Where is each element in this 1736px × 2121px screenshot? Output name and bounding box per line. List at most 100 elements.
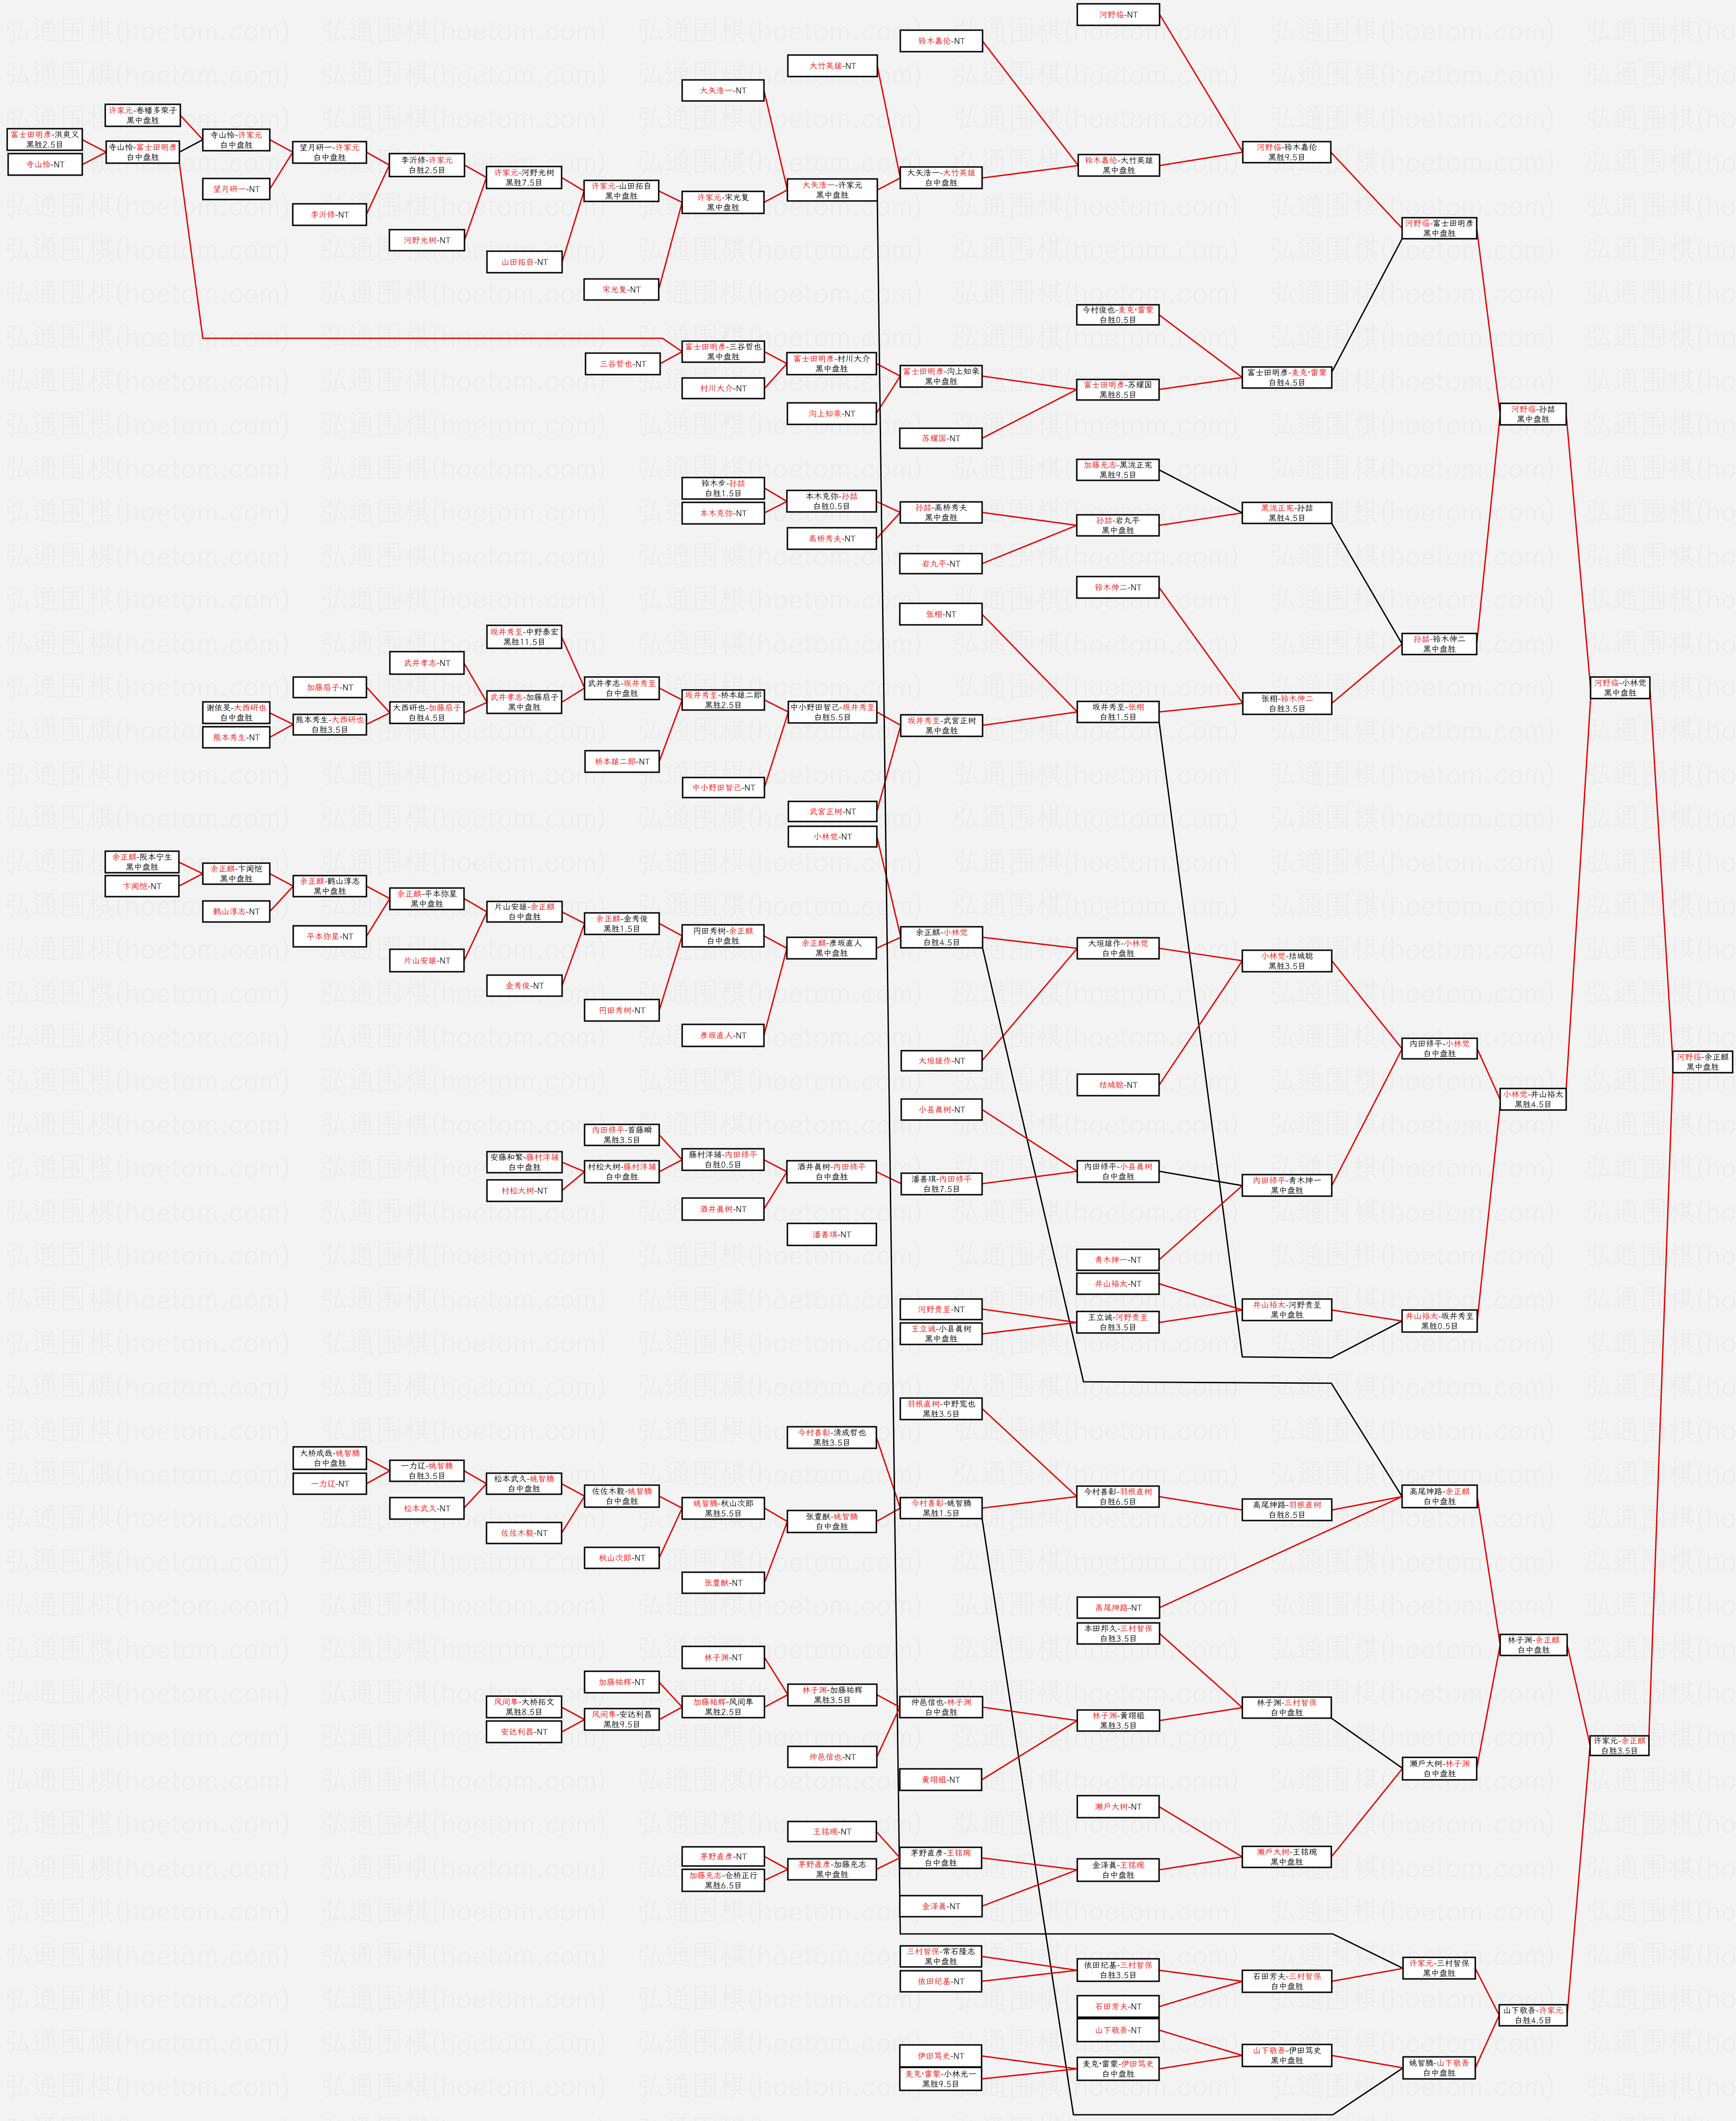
svg-text:白中盘胜: 白中盘胜 [815,1171,848,1182]
svg-text:弘通围棋(hoetom.com): 弘通围棋(hoetom.com) [636,2066,923,2104]
svg-text:武井孝志-加藤启子: 武井孝志-加藤启子 [490,691,559,702]
svg-text:弘通围棋(hoetom.com): 弘通围棋(hoetom.com) [1269,99,1556,136]
svg-text:円田秀树-NT: 円田秀树-NT [598,1005,645,1016]
svg-text:黑胜3.5目: 黑胜3.5目 [1268,960,1305,971]
svg-text:黑胜6.5目: 黑胜6.5目 [705,1880,742,1891]
svg-text:弘通围棋(hoetom.com): 弘通围棋(hoetom.com) [4,1804,291,1842]
svg-text:仲邑信也-林子渊: 仲邑信也-林子渊 [911,1697,971,1708]
svg-text:白中盘胜: 白中盘胜 [925,1707,958,1718]
svg-text:内田修平-首藤瞬: 内田修平-首藤瞬 [592,1124,652,1135]
svg-text:瀬户大树-NT: 瀬户大树-NT [1095,1801,1141,1812]
svg-text:白中盘胜: 白中盘胜 [508,1483,541,1494]
svg-text:大竹英雄-NT: 大竹英雄-NT [809,60,856,71]
svg-text:松本武久-NT: 松本武久-NT [404,1503,450,1514]
svg-text:弘通围棋(hoetom.com): 弘通围棋(hoetom.com) [1585,1673,1736,1710]
svg-text:弘通围棋(hoetom.com): 弘通围棋(hoetom.com) [1585,1498,1736,1536]
svg-text:弘通围棋(hoetom.com): 弘通围棋(hoetom.com) [4,2110,291,2121]
svg-text:弘通围棋(hoetom.com): 弘通围棋(hoetom.com) [1585,1979,1736,2017]
svg-text:松本武久-姚智腾: 松本武久-姚智腾 [494,1473,554,1484]
svg-text:黑胜8.5目: 黑胜8.5目 [1099,389,1137,400]
svg-text:白中盘胜: 白中盘胜 [1271,1981,1304,1992]
svg-text:白中盘胜: 白中盘胜 [1423,1048,1456,1059]
svg-text:弘通围棋(hoetom.com): 弘通围棋(hoetom.com) [4,1717,291,1755]
svg-text:弘通围棋(hoetom.com): 弘通围棋(hoetom.com) [1585,1323,1736,1361]
svg-text:白中盘胜: 白中盘胜 [707,935,740,946]
svg-text:谢依旻-大西研也: 谢依旻-大西研也 [206,702,266,713]
svg-text:白中盘胜: 白中盘胜 [313,1457,346,1468]
svg-text:弘通围棋(hoetom.com): 弘通围棋(hoetom.com) [952,842,1239,880]
svg-text:弘通围棋(hoetom.com): 弘通围棋(hoetom.com) [1585,11,1736,49]
svg-text:弘通围棋(hoetom.com): 弘通围棋(hoetom.com) [320,579,607,617]
svg-text:黑中盘胜: 黑中盘胜 [1103,165,1136,176]
svg-text:大矢浩一-许家元: 大矢浩一-许家元 [802,179,862,190]
svg-text:弘通围棋(hoetom.com): 弘通围棋(hoetom.com) [636,230,923,267]
svg-text:弘通围棋(hoetom.com): 弘通围棋(hoetom.com) [4,1629,291,1667]
svg-text:本田邦久-三村智保: 本田邦久-三村智保 [1084,1623,1153,1634]
svg-text:弘通围棋(hoetom.com): 弘通围棋(hoetom.com) [952,1760,1239,1798]
svg-text:弘通围棋(hoetom.com): 弘通围棋(hoetom.com) [636,1366,923,1404]
svg-text:白胜3.5目: 白胜3.5目 [311,724,348,735]
svg-text:黑胜8.5目: 黑胜8.5目 [505,1706,542,1717]
svg-text:林子渊-余正麒: 林子渊-余正麒 [1507,1634,1559,1645]
svg-text:井山裕太-河野贵至: 井山裕太-河野贵至 [1253,1299,1322,1310]
svg-text:弘通围棋(hoetom.com): 弘通围棋(hoetom.com) [1585,55,1736,92]
svg-text:弘通围棋(hoetom.com): 弘通围棋(hoetom.com) [320,11,607,49]
svg-text:张豊猷-NT: 张豊猷-NT [704,1577,742,1588]
svg-text:弘通围棋(hoetom.com): 弘通围棋(hoetom.com) [4,1454,291,1492]
svg-text:风间隼-大桥拓文: 风间隼-大桥拓文 [494,1696,554,1707]
svg-text:弘通围棋(hoetom.com): 弘通围棋(hoetom.com) [952,623,1239,661]
svg-text:弘通围棋(hoetom.com): 弘通围棋(hoetom.com) [320,405,607,443]
svg-text:弘通围棋(hoetom.com): 弘通围棋(hoetom.com) [320,1104,607,1142]
svg-text:弘通围棋(hoetom.com): 弘通围棋(hoetom.com) [636,55,923,92]
svg-text:弘通围棋(hoetom.com): 弘通围棋(hoetom.com) [636,1629,923,1667]
svg-text:白胜7.5目: 白胜7.5目 [923,1183,960,1194]
svg-text:弘通围棋(hoetom.com): 弘通围棋(hoetom.com) [1585,711,1736,748]
svg-text:黑胜9.5目: 黑胜9.5目 [1268,152,1305,163]
svg-text:弘通围棋(hoetom.com): 弘通围棋(hoetom.com) [320,1979,607,2017]
svg-text:白中盘胜: 白中盘胜 [126,152,159,163]
svg-text:仲邑信也-NT: 仲邑信也-NT [809,1751,855,1762]
svg-text:弘通围棋(hoetom.com): 弘通围棋(hoetom.com) [952,99,1239,136]
svg-text:加藤祐辉-NT: 加藤祐辉-NT [598,1677,645,1688]
svg-text:秋山次郎-NT: 秋山次郎-NT [598,1552,645,1563]
svg-text:弘通围棋(hoetom.com): 弘通围棋(hoetom.com) [320,1935,607,1973]
svg-text:黑胜9.5目: 黑胜9.5目 [603,1719,641,1730]
svg-text:白中盘胜: 白中盘胜 [606,1496,639,1507]
svg-text:弘通围棋(hoetom.com): 弘通围棋(hoetom.com) [4,317,291,355]
svg-text:河野光树-NT: 河野光树-NT [404,234,450,245]
svg-text:黑中盘胜: 黑中盘胜 [410,898,443,909]
svg-text:黑中盘胜: 黑中盘胜 [816,1869,849,1880]
svg-text:弘通围棋(hoetom.com): 弘通围棋(hoetom.com) [1585,1366,1736,1404]
svg-text:黄翊祖-NT: 黄翊祖-NT [921,1774,960,1785]
svg-text:大矢浩一-NT: 大矢浩一-NT [700,85,746,96]
svg-text:弘通围棋(hoetom.com): 弘通围棋(hoetom.com) [1585,536,1736,574]
svg-text:山下敬吾-NT: 山下敬吾-NT [1095,2024,1141,2035]
svg-text:弘通围棋(hoetom.com): 弘通围棋(hoetom.com) [320,1017,607,1055]
svg-text:弘通围棋(hoetom.com): 弘通围棋(hoetom.com) [4,55,291,92]
svg-text:白中盘胜: 白中盘胜 [508,911,541,922]
svg-text:弘通围棋(hoetom.com): 弘通围棋(hoetom.com) [1585,798,1736,836]
svg-text:岩丸平-NT: 岩丸平-NT [922,558,960,569]
svg-text:河野临-余正麒: 河野临-余正麒 [1677,1051,1729,1062]
svg-text:弘通围棋(hoetom.com): 弘通围棋(hoetom.com) [636,1454,923,1492]
svg-text:弘通围棋(hoetom.com): 弘通围棋(hoetom.com) [4,273,291,311]
svg-text:弘通围棋(hoetom.com): 弘通围棋(hoetom.com) [1585,2066,1736,2104]
svg-text:弘通围棋(hoetom.com): 弘通围棋(hoetom.com) [1269,1804,1556,1842]
svg-text:弘通围棋(hoetom.com): 弘通围棋(hoetom.com) [636,2110,923,2121]
svg-text:黑中盘胜: 黑中盘胜 [1604,687,1637,698]
svg-text:弘通围棋(hoetom.com): 弘通围棋(hoetom.com) [1585,186,1736,224]
svg-text:黑中盘胜: 黑中盘胜 [925,512,958,523]
svg-text:弘通围棋(hoetom.com): 弘通围棋(hoetom.com) [4,1323,291,1361]
svg-text:井山裕太-NT: 井山裕太-NT [1095,1278,1141,1289]
svg-text:弘通围棋(hoetom.com): 弘通围棋(hoetom.com) [952,1017,1239,1055]
svg-text:弘通围棋(hoetom.com): 弘通围棋(hoetom.com) [636,1017,923,1055]
svg-text:弘通围棋(hoetom.com): 弘通围棋(hoetom.com) [320,1366,607,1404]
svg-text:弘通围棋(hoetom.com): 弘通围棋(hoetom.com) [952,1542,1239,1579]
svg-text:弘通围棋(hoetom.com): 弘通围棋(hoetom.com) [636,1935,923,1973]
svg-text:弘通围棋(hoetom.com): 弘通围棋(hoetom.com) [1585,1804,1736,1842]
svg-text:加藤启子-NT: 加藤启子-NT [307,682,353,693]
svg-text:弘通围棋(hoetom.com): 弘通围棋(hoetom.com) [320,492,607,530]
svg-text:今村善彰-羽根直树: 今村善彰-羽根直树 [1084,1486,1152,1497]
svg-text:弘通围棋(hoetom.com): 弘通围棋(hoetom.com) [320,1235,607,1273]
svg-text:弘通围棋(hoetom.com): 弘通围棋(hoetom.com) [4,1410,291,1448]
